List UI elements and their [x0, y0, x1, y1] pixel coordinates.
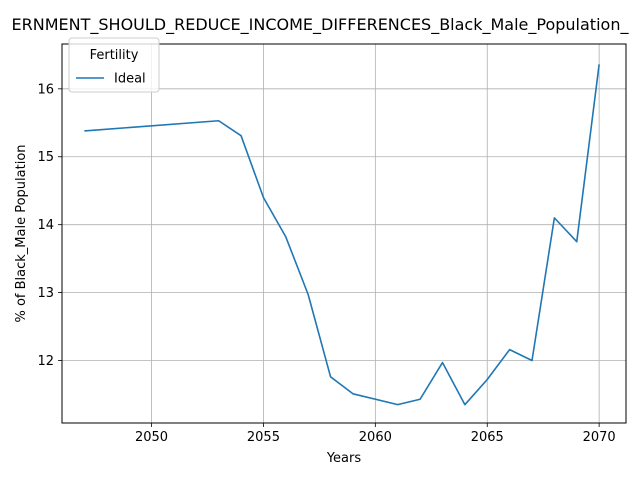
- ticks: 2050 2055 2060 2065 2070 12 13 14 15 16: [37, 82, 615, 445]
- y-tick-label: 14: [37, 218, 54, 233]
- legend-title: Fertility: [90, 48, 139, 63]
- x-tick-label: 2065: [471, 430, 504, 445]
- series-layer: [84, 64, 600, 406]
- y-tick-label: 16: [37, 82, 54, 97]
- y-tick-label: 12: [37, 354, 54, 369]
- y-tick-label: 15: [37, 150, 54, 165]
- grid: [62, 44, 626, 423]
- legend: Fertility Ideal: [68, 37, 160, 93]
- x-tick-label: 2070: [583, 430, 616, 445]
- y-tick-label: 13: [37, 286, 54, 301]
- x-axis-label: Years: [326, 451, 362, 466]
- chart-title: ERNMENT_SHOULD_REDUCE_INCOME_DIFFERENCES…: [12, 15, 630, 35]
- x-tick-label: 2060: [359, 430, 392, 445]
- plot-frame: [61, 43, 627, 424]
- y-axis-label: % of Black_Male Population: [14, 144, 29, 322]
- series-line-ideal: [84, 64, 600, 406]
- legend-entries: Ideal: [76, 72, 146, 87]
- x-tick-label: 2050: [135, 430, 168, 445]
- x-tick-label: 2055: [247, 430, 280, 445]
- legend-entry-label: Ideal: [114, 72, 146, 87]
